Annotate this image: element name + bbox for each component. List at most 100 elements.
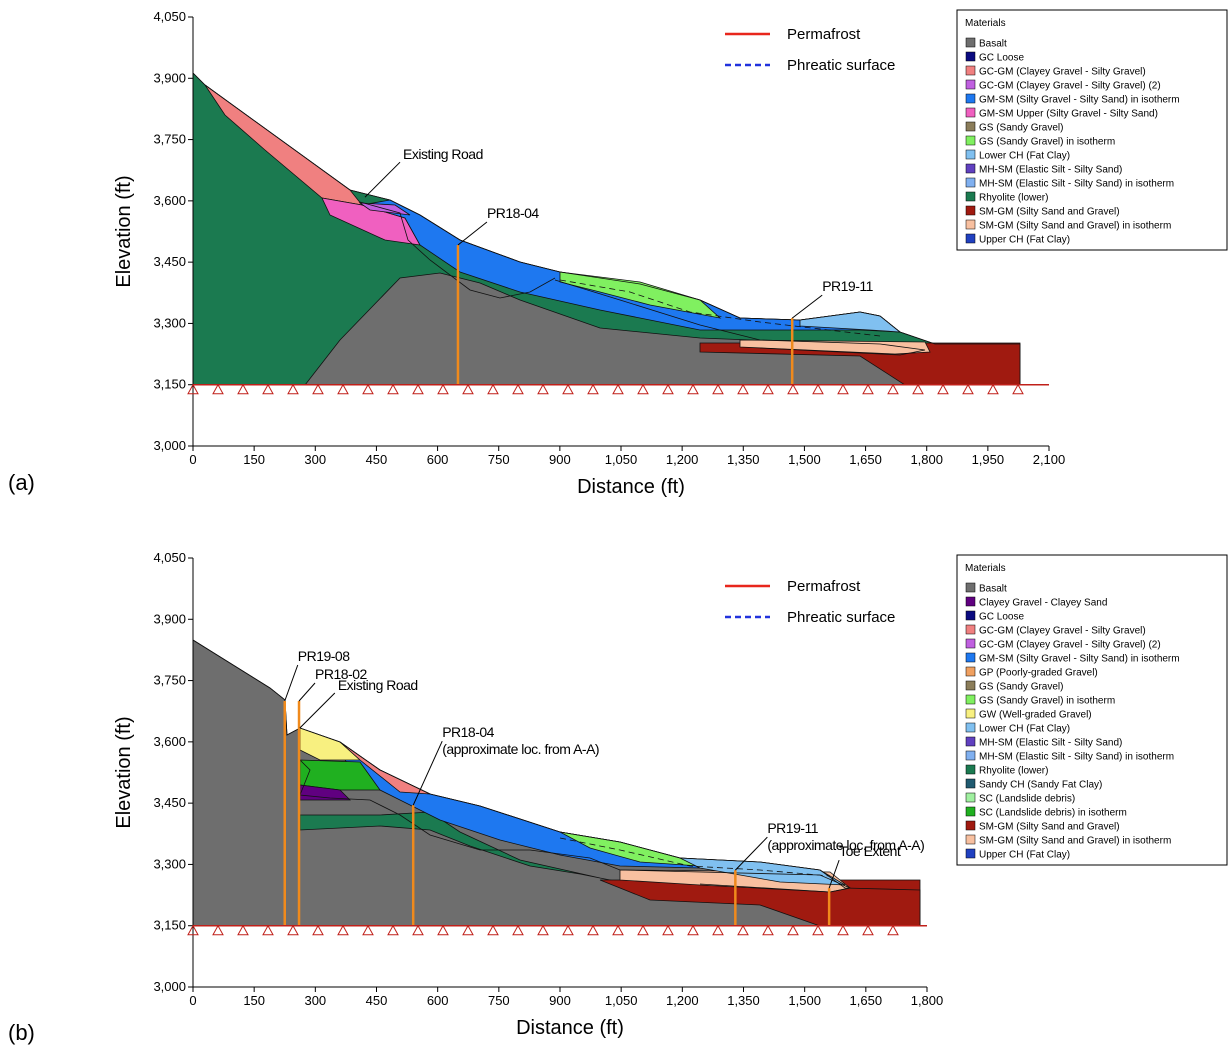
support-marker [737,383,749,395]
callout-arrow [791,294,823,319]
y-tick-label: 3,450 [153,254,186,269]
y-tick-label: 3,000 [153,438,186,453]
borehole-label: Toe Extent [839,843,901,859]
legend-swatch [965,694,976,705]
x-tick-label: 0 [189,452,196,467]
support-marker [287,924,299,936]
x-tick-label: 1,800 [910,452,943,467]
legend-label: SM-GM (Silty Sand and Gravel) in isother… [979,836,1171,847]
callout-arrow [734,836,768,871]
support-marker [337,924,349,936]
support-marker [562,924,574,936]
legend-swatch [965,778,976,789]
legend-label: Upper CH (Fat Clay) [979,850,1070,861]
support-marker [387,383,399,395]
legend-swatch [965,708,976,719]
support-marker [712,383,724,395]
legend-label: Basalt [979,584,1007,595]
cross-section-a [192,72,1021,386]
callout-arrow [284,664,299,702]
x-tick-label: 450 [366,993,388,1008]
y-tick-label: 3,150 [153,377,186,392]
cross-section-b [192,639,921,927]
legend-swatch [965,582,976,593]
legend-swatch [965,736,976,747]
legend-swatch [965,834,976,845]
legend-box [956,9,1228,251]
support-marker [787,383,799,395]
legend-label: Basalt [979,39,1007,50]
support-marker [937,383,949,395]
legend-label: MH-SM (Elastic Silt - Silty Sand) in iso… [979,752,1174,763]
legend-label: Clayey Gravel - Clayey Sand [979,598,1107,609]
support-marker [1012,383,1024,395]
support-marker [612,924,624,936]
support-marker [262,383,274,395]
legend-swatch [965,177,976,188]
support-marker [212,383,224,395]
legend-label: MH-SM (Elastic Silt - Silty Sand) in iso… [979,179,1174,190]
y-tick-label: 3,600 [153,734,186,749]
legend-swatch [965,163,976,174]
callout-arrow [457,221,488,246]
y-tick-label: 4,050 [153,550,186,565]
y-tick-label: 3,300 [153,856,186,871]
legend-label: GC-GM (Clayey Gravel - Silty Gravel) (2) [979,640,1161,651]
legend-swatch [965,205,976,216]
legend-label: Lower CH (Fat Clay) [979,151,1070,162]
legend-swatch [965,121,976,132]
legend-title: Materials [965,18,1006,29]
support-marker [862,924,874,936]
legend-label: SM-GM (Silty Sand and Gravel) in isother… [979,221,1171,232]
legend-swatch [965,806,976,817]
support-marker [512,924,524,936]
x-tick-label: 900 [549,452,571,467]
legend-swatch [965,638,976,649]
support-marker [812,383,824,395]
support-marker [737,924,749,936]
support-marker [637,924,649,936]
y-tick-label: 3,900 [153,611,186,626]
support-marker [812,924,824,936]
legend-swatch [965,149,976,160]
support-marker [462,383,474,395]
legend-box [956,554,1228,866]
legend-swatch [965,764,976,775]
support-marker [362,924,374,936]
legend-label: SM-GM (Silty Sand and Gravel) [979,207,1120,218]
x-tick-label: 300 [304,452,326,467]
x-axis-label: Distance (ft) [516,1017,624,1039]
legend-label: Rhyolite (lower) [979,766,1048,777]
callout-arrow [412,740,443,806]
x-tick-label: 0 [189,993,196,1008]
legend-label: SC (Landslide debris) [979,794,1075,805]
support-marker [412,383,424,395]
legend-label: GC-GM (Clayey Gravel - Silty Gravel) [979,67,1146,78]
support-marker [987,383,999,395]
x-tick-label: 1,950 [972,452,1005,467]
phreatic-line [559,279,881,337]
panel-label: (b) [8,1020,35,1045]
support-marker [187,383,199,395]
annotation-arrow [364,161,401,198]
support-marker [512,383,524,395]
legend-label: GP (Poorly-graded Gravel) [979,668,1098,679]
support-marker [712,924,724,936]
support-marker [387,924,399,936]
panel-label: (a) [8,470,35,495]
x-axis-label: Distance (ft) [577,476,685,498]
support-marker [212,924,224,936]
support-marker [312,924,324,936]
legend-swatch [965,233,976,244]
support-marker [662,924,674,936]
y-tick-label: 3,450 [153,795,186,810]
support-marker [237,383,249,395]
y-tick-label: 3,000 [153,979,186,994]
support-marker [662,383,674,395]
legend-label: GM-SM (Silty Gravel - Silty Sand) in iso… [979,95,1180,106]
support-marker [412,924,424,936]
support-marker [887,924,899,936]
x-tick-label: 2,100 [1033,452,1066,467]
legend-swatch [965,135,976,146]
legend-swatch [965,848,976,859]
